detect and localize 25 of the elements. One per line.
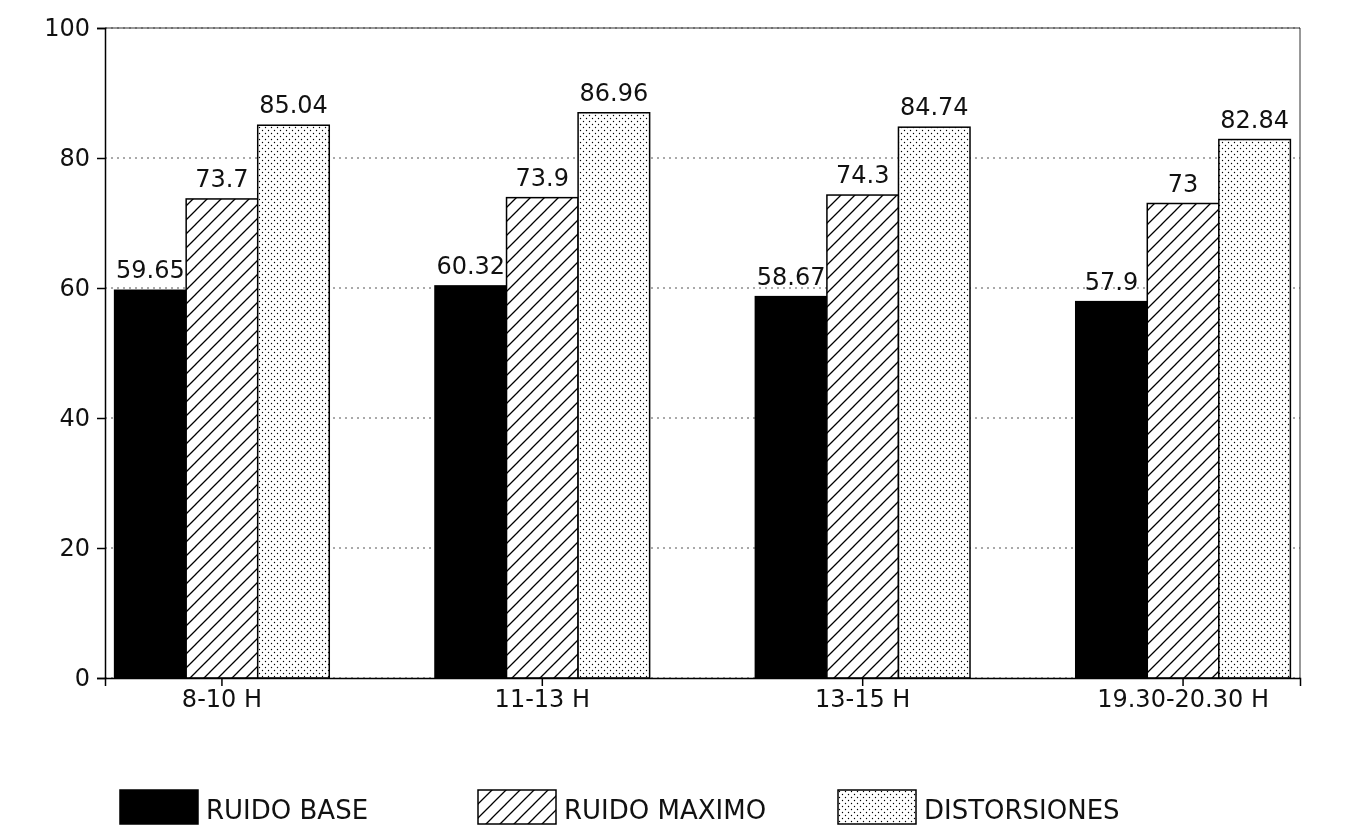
data-label: 73.9 xyxy=(515,163,570,192)
data-label: 60.32 xyxy=(436,251,506,280)
x-tick-label: 19.30-20.30 H xyxy=(1097,685,1269,713)
x-tick-label: 8-10 H xyxy=(181,685,263,713)
data-label: 59.65 xyxy=(116,256,185,285)
legend-label: DISTORSIONES xyxy=(924,795,1120,825)
data-label: 74.3 xyxy=(835,161,890,190)
data-label: 73 xyxy=(1167,169,1199,198)
data-label: 85.04 xyxy=(259,91,328,120)
y-tick-label: 60 xyxy=(59,274,90,303)
legend-label: RUIDO BASE xyxy=(206,795,369,825)
y-tick-label: 0 xyxy=(74,664,90,693)
data-label: 57.9 xyxy=(1084,267,1139,296)
y-tick-label: 40 xyxy=(59,404,90,433)
y-tick-label: 100 xyxy=(44,14,90,43)
data-label: 73.7 xyxy=(195,164,249,193)
y-tick-label: 80 xyxy=(59,144,90,173)
x-tick-label: 11-13 H xyxy=(494,685,591,713)
data-label: 84.74 xyxy=(899,93,969,122)
data-label: 58.67 xyxy=(756,262,826,291)
data-label: 82.84 xyxy=(1220,105,1289,134)
x-tick-label: 13-15 H xyxy=(814,685,911,713)
legend-label: RUIDO MAXIMO xyxy=(564,795,767,825)
data-label: 86.96 xyxy=(579,78,649,107)
y-tick-label: 20 xyxy=(59,534,90,563)
